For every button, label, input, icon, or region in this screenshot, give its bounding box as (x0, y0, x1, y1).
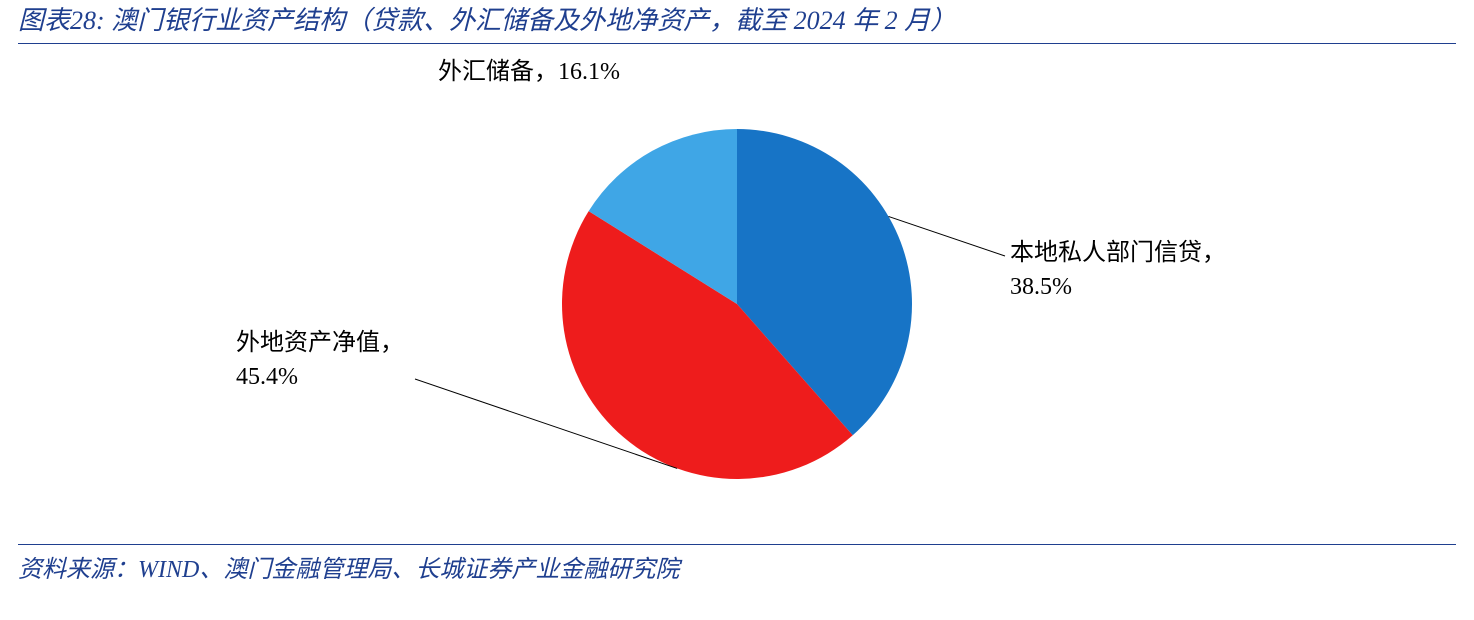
slice-label-foreign-assets-line1: 外地资产净值， (236, 330, 404, 356)
chart-source: 资料来源：WIND、澳门金融管理局、长城证券产业金融研究院 (18, 544, 1456, 584)
slice-label-foreign-assets-line2: 45.4% (236, 364, 298, 390)
slice-label-credit-line2: 38.5% (1010, 274, 1072, 300)
slice-label-credit-line1: 本地私人部门信贷， (1010, 240, 1226, 266)
leader-line (889, 217, 1005, 257)
slice-label-foreign-assets: 外地资产净值， 45.4% (236, 327, 404, 394)
chart-source-text: 资料来源：WIND、澳门金融管理局、长城证券产业金融研究院 (18, 557, 679, 583)
slice-label-fx-reserves-line1: 外汇储备，16.1% (438, 59, 620, 85)
pie-chart-svg (0, 44, 1474, 544)
slice-label-credit: 本地私人部门信贷， 38.5% (1010, 237, 1226, 304)
chart-title-index: 图表28: (18, 6, 105, 35)
slice-label-fx-reserves: 外汇储备，16.1% (438, 56, 620, 90)
chart-title-bar: 图表28: 澳门银行业资产结构（贷款、外汇储备及外地净资产，截至 2024 年 … (18, 0, 1456, 44)
chart-title-text: 澳门银行业资产结构（贷款、外汇储备及外地净资产，截至 2024 年 2 月） (111, 6, 956, 35)
pie-chart: 本地私人部门信贷， 38.5% 外地资产净值， 45.4% 外汇储备，16.1% (0, 44, 1474, 544)
